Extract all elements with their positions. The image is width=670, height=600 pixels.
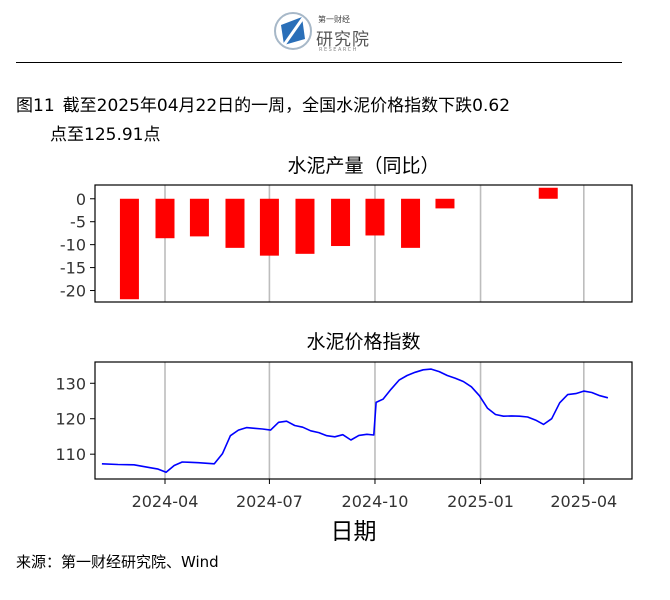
price-index-series-line [101, 368, 609, 474]
line-y-tick-label: 130 [55, 374, 86, 393]
bar-y-tick-label: -10 [60, 236, 86, 255]
source-note: 来源：第一财经研究院、Wind [16, 553, 219, 571]
figure-title-line1: 截至2025年04月22日的一周，全国水泥价格指数下跌0.62 [62, 96, 511, 116]
logo-main-text: 研究院 [316, 30, 370, 50]
logo-english-text: RESEARCH [319, 47, 358, 53]
line-chart-title: 水泥价格指数 [306, 331, 420, 353]
bar-2024-04-01 [155, 198, 175, 239]
x-tick-label: 2024-04 [132, 492, 199, 511]
line-y-tick-label: 120 [55, 410, 86, 429]
bar-2024-09-01 [331, 198, 351, 247]
x-axis-title: 日期 [331, 519, 377, 545]
logo: 第一财经 研究院 RESEARCH [272, 10, 372, 54]
bar-2024-12-01 [435, 198, 455, 209]
logo-chinese-text: 第一财经 [318, 15, 350, 24]
bar-chart-title: 水泥产量（同比） [287, 155, 439, 177]
line-panel-frame [94, 361, 633, 480]
x-tick-label: 2024-07 [236, 492, 303, 511]
research-logo-icon [274, 12, 312, 50]
bar-2024-06-01 [225, 198, 245, 248]
bar-y-tick-label: -20 [60, 282, 86, 301]
bar-2024-03-01 [119, 198, 139, 300]
bar-2025-03-01 [538, 187, 558, 199]
bar-panel-frame [94, 184, 633, 303]
x-tick-label: 2025-01 [447, 492, 514, 511]
figure-title-line2: 点至125.91点 [50, 125, 161, 145]
bar-2024-10-01 [365, 198, 385, 236]
figure-number: 图11 [16, 96, 55, 116]
x-tick-label: 2025-04 [550, 492, 617, 511]
header-divider [16, 62, 622, 63]
bar-2024-08-01 [295, 198, 315, 254]
bar-y-tick-label: -5 [70, 213, 86, 232]
bar-2024-11-01 [401, 198, 421, 248]
x-tick-label: 2024-10 [342, 492, 409, 511]
line-y-tick-label: 110 [55, 445, 86, 464]
bar-y-tick-label: -15 [60, 259, 86, 278]
bar-y-tick-label: 0 [76, 190, 86, 209]
bar-2024-07-01 [259, 198, 279, 256]
figure-caption: 图11 截至2025年04月22日的一周，全国水泥价格指数下跌0.62 点至125… [16, 92, 636, 150]
bar-2024-05-01 [189, 198, 209, 237]
